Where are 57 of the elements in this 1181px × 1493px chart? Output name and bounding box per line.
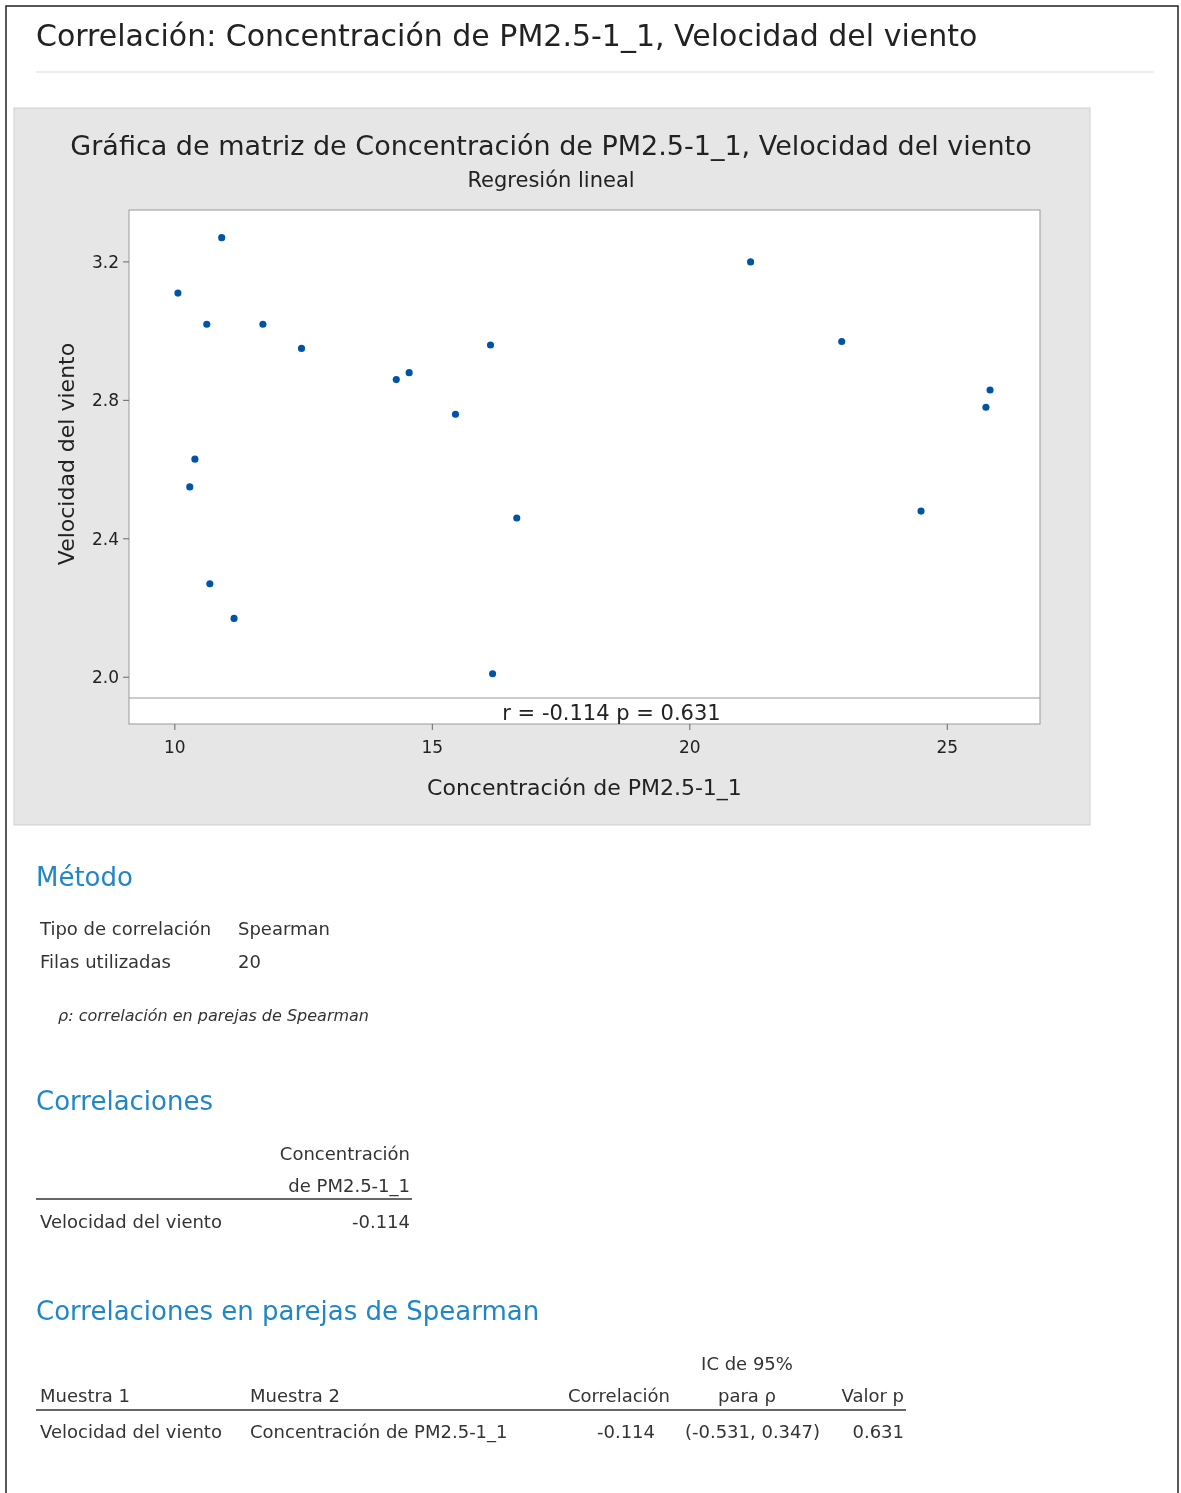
x-tick-label: 15 bbox=[421, 737, 444, 757]
text: IC de 95% bbox=[701, 1353, 793, 1374]
point bbox=[191, 455, 199, 463]
text: 20 bbox=[238, 951, 261, 972]
point bbox=[489, 670, 497, 678]
text: -0.114 bbox=[596, 1421, 655, 1442]
text: Correlación: Concentración de PM2.5-1_1, Velocidad del viento bbox=[36, 18, 978, 53]
point bbox=[486, 341, 495, 349]
text: Concentración bbox=[279, 1143, 410, 1164]
text: Tipo de correlación bbox=[39, 918, 212, 939]
text: Correlación bbox=[567, 1385, 670, 1406]
point bbox=[451, 410, 460, 418]
text: Método bbox=[36, 862, 133, 892]
text: Muestra 1 bbox=[40, 1385, 131, 1406]
y-tick-label: 2.4 bbox=[91, 528, 119, 549]
text: r = -0.114 p = 0.631 bbox=[502, 701, 721, 725]
text: para ρ bbox=[717, 1385, 777, 1406]
text: 0.631 bbox=[852, 1421, 904, 1442]
text: Concentración de PM2.5-1_1 bbox=[250, 1421, 508, 1443]
y-axis-title: Velocidad del viento bbox=[54, 342, 79, 566]
point bbox=[405, 369, 413, 377]
text: Muestra 2 bbox=[250, 1385, 341, 1406]
point bbox=[917, 507, 925, 515]
point bbox=[186, 483, 194, 491]
point bbox=[747, 258, 755, 266]
point bbox=[174, 289, 182, 297]
x-tick-label: 20 bbox=[678, 737, 701, 757]
point bbox=[259, 320, 267, 328]
point bbox=[206, 580, 214, 588]
x-tick-label: 25 bbox=[936, 737, 959, 757]
y-tick-label: 2.8 bbox=[91, 390, 119, 411]
point bbox=[230, 614, 238, 622]
point bbox=[392, 376, 400, 384]
point bbox=[203, 320, 211, 328]
text: Velocidad del viento bbox=[40, 1421, 222, 1442]
text: Velocidad del viento bbox=[40, 1211, 222, 1232]
text: Filas utilizadas bbox=[40, 951, 171, 972]
x-tick-label: 10 bbox=[164, 737, 186, 757]
text: ρ: correlación en parejas de Spearman bbox=[58, 1006, 370, 1025]
y-tick-label: 3.2 bbox=[91, 251, 119, 272]
point bbox=[218, 234, 226, 242]
point bbox=[513, 514, 521, 522]
text: Valor p bbox=[841, 1385, 904, 1406]
text: Spearman bbox=[238, 918, 331, 939]
point bbox=[986, 386, 994, 394]
text: Correlaciones bbox=[36, 1086, 214, 1116]
text: (-0.531, 0.347) bbox=[684, 1421, 820, 1442]
point bbox=[982, 403, 990, 411]
x-axis-title: Concentración de PM2.5-1_1 bbox=[427, 775, 742, 801]
chart-title: Gráfica de matriz de Concentración de PM2.5-1_1, Velocidad del viento bbox=[70, 130, 1032, 161]
text: -0.114 bbox=[351, 1211, 410, 1232]
point bbox=[838, 337, 846, 346]
y-tick-label: 2.0 bbox=[91, 667, 119, 688]
text: Correlaciones en parejas de Spearman bbox=[36, 1296, 540, 1326]
chart-subtitle: Regresión lineal bbox=[467, 168, 635, 192]
text: de PM2.5-1_1 bbox=[288, 1175, 410, 1197]
point bbox=[297, 344, 306, 352]
